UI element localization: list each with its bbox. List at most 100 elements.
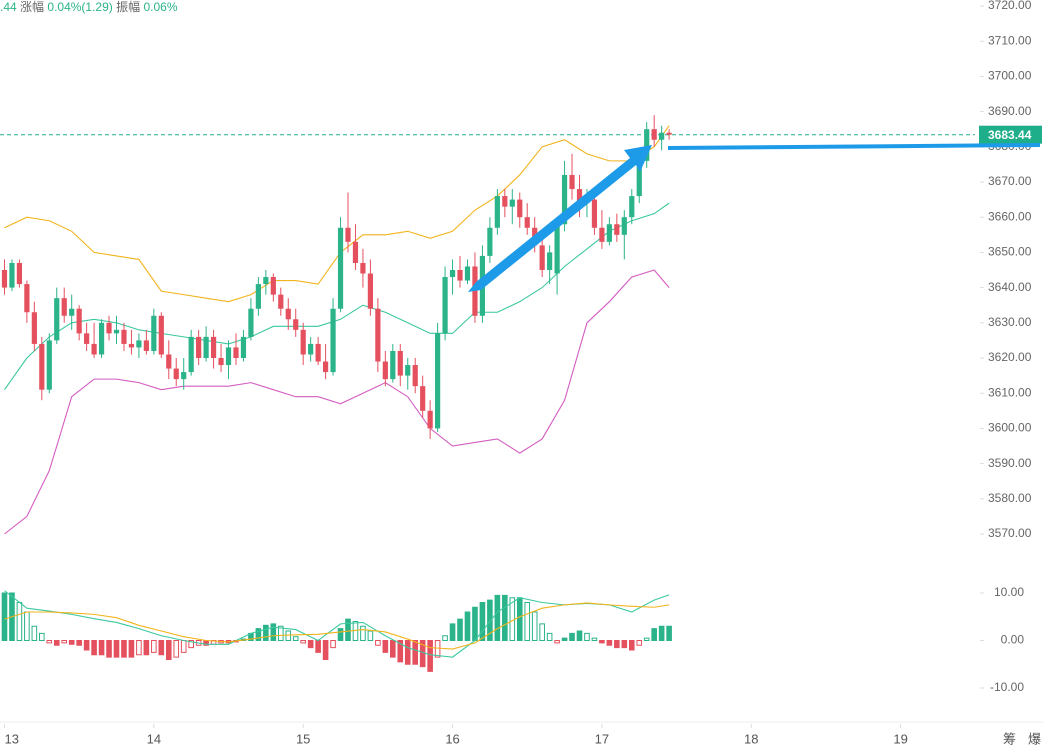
candle-body	[442, 277, 448, 334]
candle-body	[644, 129, 650, 161]
macd-bar	[412, 640, 419, 665]
macd-bar	[658, 625, 665, 641]
x-tick-label: 13	[4, 731, 18, 746]
macd-bar	[345, 618, 351, 641]
macd-bar	[53, 640, 60, 646]
candle-body	[218, 358, 224, 366]
candle-body	[196, 336, 202, 358]
candle-body	[517, 199, 523, 218]
change-value: 0.04%(1.29)	[47, 0, 113, 14]
quote-header: .44 涨幅 0.04%(1.29) 振幅 0.06%	[0, 0, 178, 14]
macd-bar	[457, 618, 463, 641]
candle-body	[524, 217, 530, 228]
candle-body	[278, 294, 284, 309]
candle-body	[487, 227, 493, 256]
macd-bar	[442, 635, 448, 641]
y-tick-label: 3590.00	[988, 456, 1032, 470]
macd-bar	[636, 640, 643, 646]
macd-bar	[76, 640, 82, 646]
macd-bar	[322, 640, 329, 660]
macd-bar	[554, 640, 560, 644]
candle-body	[569, 174, 575, 190]
macd-y-tick-label: 0.00	[1001, 633, 1025, 647]
candle-body	[31, 312, 37, 344]
candle-body	[375, 308, 381, 362]
y-tick-label: 3570.00	[988, 526, 1032, 540]
macd-bar	[427, 640, 433, 672]
candle-body	[270, 277, 276, 295]
candle-body	[240, 336, 247, 358]
candle-body	[166, 354, 172, 369]
macd-bar	[502, 594, 508, 641]
macd-bar	[31, 625, 38, 641]
macd-bar	[382, 640, 389, 653]
macd-bar	[599, 640, 605, 644]
y-tick-label: 3610.00	[988, 385, 1032, 399]
candle-body	[360, 262, 366, 274]
candle-body	[494, 196, 500, 228]
candle-body	[420, 386, 426, 411]
candle-body	[151, 315, 157, 351]
candle-body	[98, 322, 105, 355]
x-tick-label: 14	[147, 731, 161, 746]
macd-bar	[539, 623, 545, 641]
candle-body	[54, 298, 60, 341]
macd-bar	[180, 640, 187, 653]
candle-body	[629, 196, 635, 218]
macd-bar	[270, 623, 277, 641]
change-label: 涨幅	[20, 0, 45, 14]
candle-body	[367, 273, 374, 309]
macd-bar	[614, 640, 620, 649]
candle-body	[24, 284, 30, 313]
candle-body	[337, 227, 344, 309]
macd-bar	[151, 640, 157, 653]
candle-body	[308, 343, 314, 355]
candle-body	[9, 262, 15, 288]
candle-body	[330, 308, 336, 373]
macd-bar	[24, 611, 30, 641]
y-tick-label: 3720.00	[988, 0, 1032, 12]
candle-body	[173, 368, 179, 380]
candle-body	[248, 308, 254, 337]
macd-bar	[404, 640, 411, 665]
band-line	[4, 202, 670, 390]
macd-y-tick-label: 10.00	[994, 585, 1024, 599]
macd-bar	[584, 632, 590, 641]
burst-tool[interactable]: 爆	[1028, 731, 1041, 746]
candle-body	[472, 266, 478, 316]
macd-bar	[546, 632, 553, 641]
macd-bar	[300, 640, 306, 644]
macd-bar	[434, 640, 441, 658]
candle-body	[636, 160, 642, 197]
macd-bar	[666, 625, 672, 641]
macd-bar	[524, 602, 531, 641]
candle-body	[659, 132, 665, 140]
chip-tool[interactable]: 筹	[1003, 731, 1016, 746]
candle-body	[285, 308, 291, 320]
candle-body	[39, 343, 45, 390]
macd-bar	[46, 640, 53, 644]
y-tick-label: 3630.00	[988, 315, 1032, 329]
candle-body	[158, 315, 164, 355]
macd-bar	[651, 628, 657, 641]
macd-bar	[315, 640, 321, 653]
candle-body	[136, 340, 142, 348]
x-tick-label: 19	[893, 731, 907, 746]
macd-bar	[621, 640, 628, 649]
macd-bar	[360, 625, 366, 641]
candle-body	[225, 347, 232, 366]
macd-bar	[121, 640, 127, 658]
candle-body	[427, 410, 433, 429]
candle-body	[121, 329, 127, 344]
macd-bar	[494, 594, 501, 641]
macd-bar	[83, 640, 90, 651]
candle-body	[464, 266, 471, 281]
y-tick-label: 3600.00	[988, 421, 1032, 435]
x-tick-label: 15	[296, 731, 310, 746]
price-tail: .44	[0, 0, 17, 14]
macd-bar	[576, 630, 583, 641]
y-tick-label: 3580.00	[988, 491, 1032, 505]
candle-body	[263, 277, 269, 285]
candle-body	[128, 343, 135, 348]
